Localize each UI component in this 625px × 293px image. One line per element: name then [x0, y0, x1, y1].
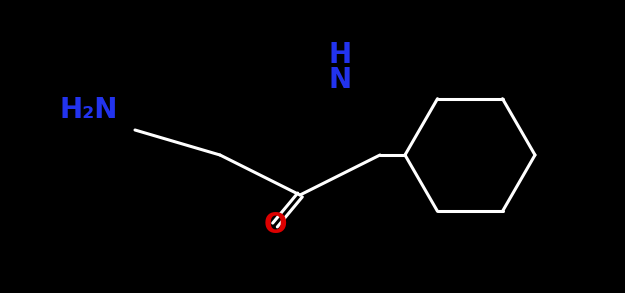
- Text: H: H: [329, 41, 351, 69]
- Text: O: O: [263, 211, 287, 239]
- Text: N: N: [329, 66, 351, 94]
- Text: H₂N: H₂N: [60, 96, 118, 124]
